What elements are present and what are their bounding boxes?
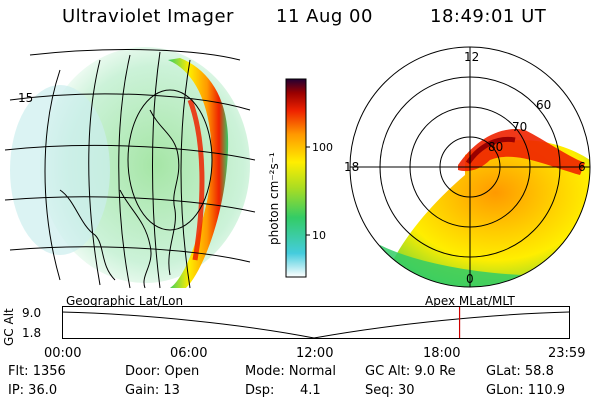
altitude-curve (62, 311, 570, 339)
aurora-fill (380, 140, 590, 287)
geographic-map-panel: 15 (4, 47, 256, 289)
timeline-ylabel: GC Alt (2, 308, 16, 346)
status-seq: Seq: 30 (365, 383, 415, 398)
auroral-oval (168, 58, 229, 288)
timeline-plot[interactable] (62, 306, 570, 342)
date-label: 11 Aug 00 (276, 6, 373, 27)
colorbar-tick-10: 10 (312, 229, 326, 242)
timeline-tick-1800: 18:00 (423, 346, 461, 361)
status-dsp-label: Dsp: (245, 383, 275, 398)
colorbar-tick-100: 100 (312, 141, 333, 154)
colorbar-unit-label: photon cm⁻²s⁻¹ (267, 152, 281, 245)
status-glat: GLat: 58.8 (486, 364, 554, 379)
polar-grid (349, 46, 591, 288)
timeline-tick-0000: 00:00 (44, 346, 82, 361)
right-panel-caption: Apex MLat/MLT (425, 294, 515, 308)
status-dsp-value: 4.1 (300, 383, 321, 398)
timeline-tick-0600: 06:00 (170, 346, 208, 361)
instrument-title: Ultraviolet Imager (62, 6, 234, 27)
status-door: Door: Open (125, 364, 200, 379)
time-label: 18:49:01 UT (430, 6, 547, 27)
status-ip: IP: 36.0 (8, 383, 58, 398)
status-mode: Mode: Normal (245, 364, 336, 379)
colorbar: 100 10 photon cm⁻²s⁻¹ (267, 78, 333, 278)
coastlines (59, 109, 180, 289)
mlt-18-label: 18 (344, 160, 359, 174)
timeline-tick-1200: 12:00 (296, 346, 334, 361)
status-flt: Flt: 1356 (8, 364, 66, 379)
latlon-grid (4, 49, 256, 289)
polar-plot-panel: 12 18 6 0 60 70 80 (344, 46, 591, 288)
mlat-70-label: 70 (512, 120, 527, 134)
left-panel-caption: Geographic Lat/Lon (66, 294, 184, 308)
mlt-6-label: 6 (578, 160, 586, 174)
edge-tick-label: 15 (18, 91, 33, 105)
mlt-12-label: 12 (464, 50, 479, 64)
timeline-ytick-low: 1.8 (22, 326, 42, 340)
mlat-60-label: 60 (536, 98, 551, 112)
status-gcalt: GC Alt: 9.0 Re (365, 364, 456, 379)
timeline-ytick-high: 9.0 (22, 306, 42, 320)
status-glon: GLon: 110.9 (486, 383, 566, 398)
mlt-0-label: 0 (466, 272, 474, 286)
status-gain: Gain: 13 (125, 383, 180, 398)
timeline-tick-2359: 23:59 (548, 346, 586, 361)
mlat-80-label: 80 (488, 140, 503, 154)
colorbar-gradient (285, 78, 307, 278)
